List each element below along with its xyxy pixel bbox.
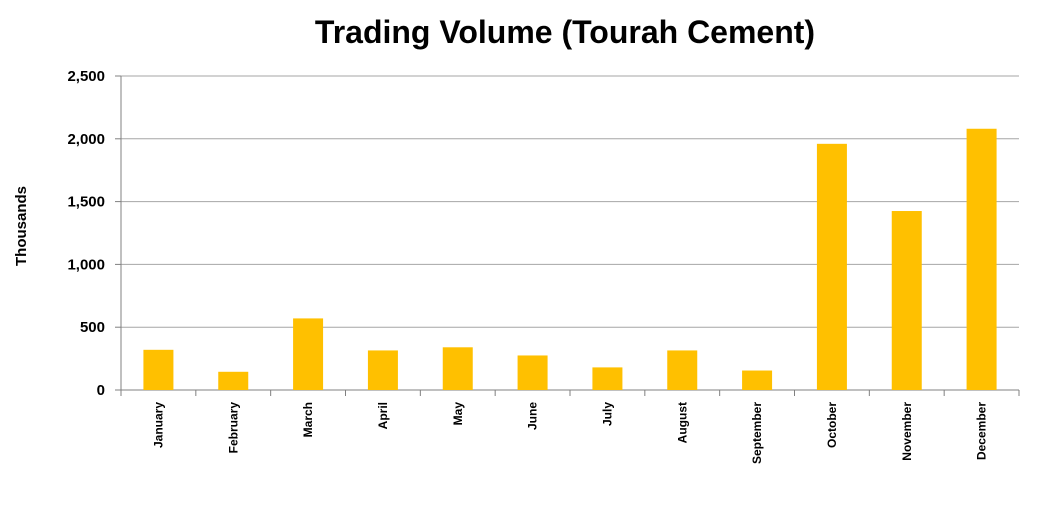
bars xyxy=(143,128,997,390)
x-tick-label: March xyxy=(301,402,315,437)
y-tick-label: 500 xyxy=(80,319,105,336)
bar-april xyxy=(367,350,398,390)
chart-title: Trading Volume (Tourah Cement) xyxy=(314,14,816,50)
axes xyxy=(115,75,1020,396)
bar-december xyxy=(966,128,997,390)
bar-january xyxy=(143,349,174,390)
x-tick-label: February xyxy=(226,402,240,454)
x-tick-label: January xyxy=(151,402,165,448)
x-tick-label: October xyxy=(825,402,839,448)
x-tick-label: November xyxy=(900,402,914,461)
x-tick-label: July xyxy=(600,402,614,426)
bar-october xyxy=(816,143,847,390)
x-tick-label: June xyxy=(526,402,540,430)
y-tick-labels: 0 500 1,000 1,500 2,000 2,500 xyxy=(67,68,105,399)
bar-february xyxy=(218,371,249,390)
x-tick-labels: January February March April May June July Augu… xyxy=(151,402,988,464)
bar-june xyxy=(517,355,548,390)
y-tick-label: 0 xyxy=(97,382,105,399)
x-tick-label: December xyxy=(975,402,989,460)
y-tick-label: 1,000 xyxy=(67,256,105,273)
y-axis-title: Thousands xyxy=(13,186,30,266)
bar-august xyxy=(667,350,698,390)
x-tick-label: April xyxy=(376,402,390,429)
bar-july xyxy=(592,367,623,390)
y-tick-label: 1,500 xyxy=(67,194,105,211)
bar-may xyxy=(442,347,473,390)
y-tick-label: 2,500 xyxy=(67,68,105,85)
bar-november xyxy=(891,211,922,390)
y-tick-label: 2,000 xyxy=(67,131,105,148)
x-tick-label: September xyxy=(750,402,764,464)
x-tick-label: May xyxy=(451,402,465,426)
bar-march xyxy=(293,318,324,390)
bar-september xyxy=(742,370,773,390)
x-tick-label: August xyxy=(675,402,689,443)
gridlines xyxy=(121,75,1019,328)
